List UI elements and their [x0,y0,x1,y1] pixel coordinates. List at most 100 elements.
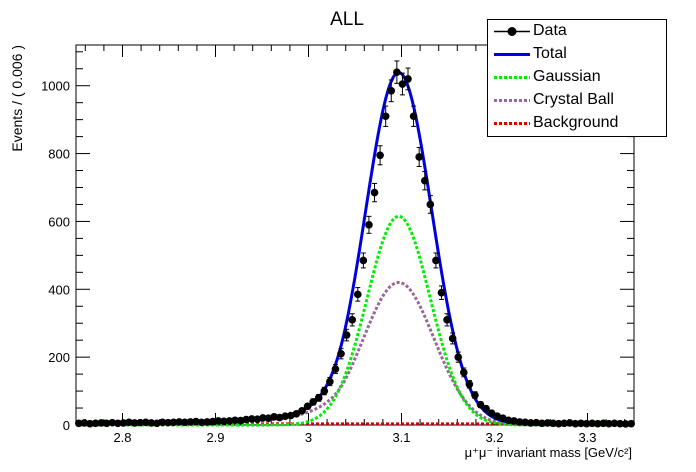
data-point [482,404,490,413]
plot-frame [75,44,635,426]
legend-label-data: Data [533,22,567,39]
data-point [298,406,306,415]
data-marker [365,221,373,229]
data-point [242,415,250,424]
data-marker [560,419,569,428]
legend-item-gaussian: Gaussian [488,66,666,89]
data-point [164,418,172,427]
data-marker [91,419,100,428]
y-tick-label: 0 [63,418,70,433]
data-marker [437,288,446,297]
data-points [74,60,636,428]
legend-line-total [494,53,530,56]
legend-item-total: Total [488,43,666,66]
data-marker [599,419,608,428]
x-tick-label: 3.1 [392,430,410,445]
data-marker [627,419,636,428]
data-point [409,105,418,127]
data-point [381,105,390,127]
data-point [365,215,373,234]
legend-item-background: Background [488,112,666,135]
data-marker [571,419,580,428]
data-point [521,418,529,427]
data-point [415,146,423,167]
data-point [538,419,546,428]
data-marker [114,419,122,428]
data-marker [86,419,94,428]
data-point [376,145,384,166]
data-point [387,79,396,103]
data-point [370,182,379,203]
data-point [353,287,362,302]
data-marker [175,418,184,426]
data-marker [292,410,301,418]
data-point [337,348,345,360]
data-marker [158,418,167,427]
x-axis-label: μ⁺μ⁻ invariant mass [GeV/c²] [465,445,632,460]
data-point [526,419,535,427]
data-marker [102,419,111,428]
data-point [616,419,624,428]
data-point [560,419,569,428]
data-point [181,418,189,427]
data-marker [432,256,440,265]
y-tick-label: 200 [48,350,70,365]
data-point [593,419,602,428]
crystal-ball-curve [75,280,634,427]
data-marker [504,416,513,425]
x-axis: 2.8 2.9 3 3.1 3.2 3.3 [84,45,626,445]
data-point [309,398,317,406]
data-point [231,416,239,425]
data-point [225,417,234,425]
data-point [247,415,256,423]
data-point [398,72,407,96]
y-tick-label: 800 [48,147,70,162]
data-point [359,252,368,269]
data-point [621,420,630,428]
data-point [605,419,613,428]
legend-item-data: Data [488,20,666,43]
data-point [192,417,200,426]
data-marker [141,418,150,427]
data-point [130,419,139,427]
data-point [169,418,178,427]
data-marker [97,419,105,427]
data-marker [309,398,317,406]
data-point [208,417,217,426]
y-tick-label: 1000 [41,79,70,94]
data-marker [577,419,585,428]
data-marker [387,87,396,95]
data-point [471,391,479,400]
data-point [320,386,329,396]
data-marker [404,75,412,83]
data-point [393,60,401,84]
data-point [515,418,524,426]
data-point [80,419,89,427]
data-point [259,414,267,422]
data-marker [270,413,278,421]
data-point [91,419,100,428]
data-point [599,419,608,428]
data-marker [543,419,552,427]
x-tick-label: 3 [305,430,312,445]
data-marker [247,415,256,423]
data-marker [331,365,340,373]
data-marker [298,406,306,415]
data-marker [376,151,384,160]
legend-label-background: Background [533,114,619,131]
chart-title: ALL [330,9,364,30]
data-point [147,419,156,427]
data-point [465,380,474,389]
data-point [404,67,412,91]
data-marker [197,418,206,427]
data-marker [588,419,596,428]
data-point [203,418,211,426]
data-marker [192,417,200,426]
data-point [86,419,94,428]
data-marker [353,290,362,299]
data-marker [476,400,485,409]
x-tick-label: 3.2 [485,430,503,445]
data-point [448,332,457,345]
data-point [74,419,83,428]
data-marker [532,418,541,427]
